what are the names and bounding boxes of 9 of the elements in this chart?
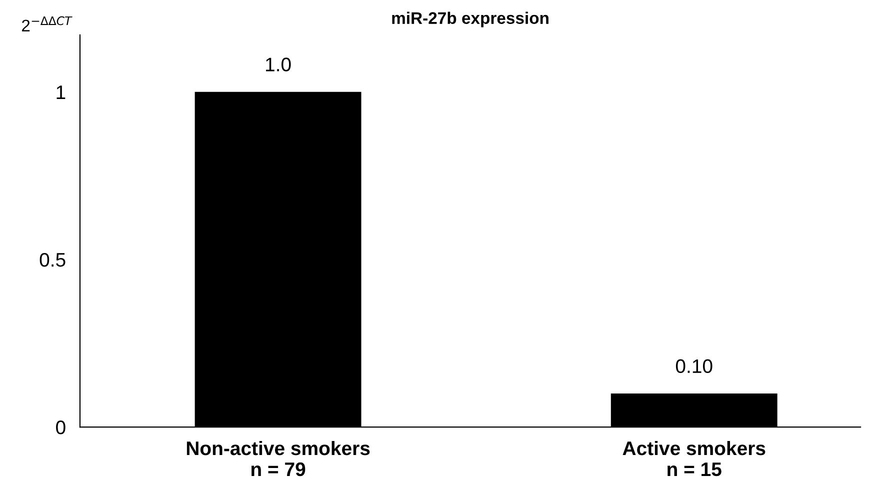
x-tick-label: Active smokers n = 15 xyxy=(622,440,766,476)
y-tick-label: 0.5 xyxy=(40,252,66,267)
y-tick-label: 0 xyxy=(56,420,66,434)
y-tick-label: 1 xyxy=(56,86,66,99)
y-axis-title: 2$^{−ΔΔCT}$ xyxy=(22,16,72,32)
chart-title: miR-27b expression xyxy=(392,12,548,28)
x-tick-label: Non-active smokers n = 79 xyxy=(186,440,370,476)
data-label: 1.0 xyxy=(266,58,291,72)
data-label: 0.10 xyxy=(676,359,712,374)
